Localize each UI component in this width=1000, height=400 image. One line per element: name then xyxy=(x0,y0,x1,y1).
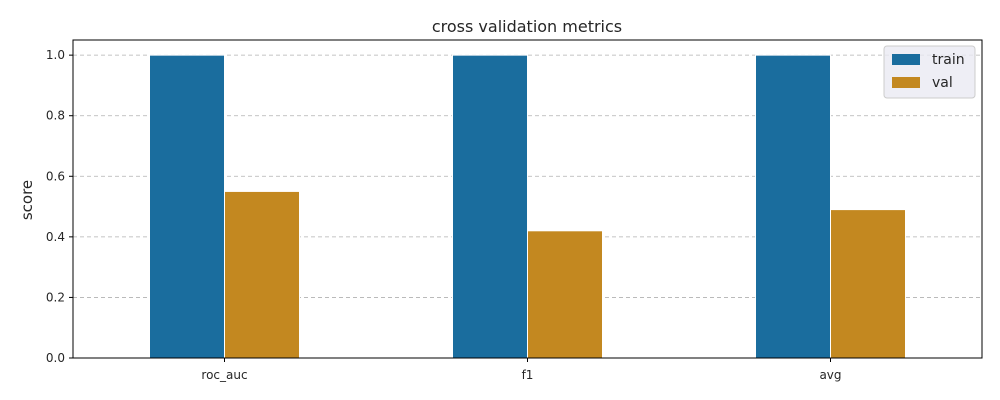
y-tick-label: 0.8 xyxy=(46,109,65,123)
bar-val-roc_auc xyxy=(224,190,300,359)
x-tick-label: f1 xyxy=(522,368,534,382)
y-tick-label: 0.4 xyxy=(46,230,65,244)
x-tick-label: avg xyxy=(819,368,841,382)
x-tick-label: roc_auc xyxy=(201,368,247,382)
y-axis-ticks: 0.0 0.2 0.4 0.6 0.8 1.0 xyxy=(46,48,73,365)
y-axis-label: score xyxy=(18,180,36,220)
y-tick-label: 0.2 xyxy=(46,290,65,304)
chart-title: cross validation metrics xyxy=(432,17,622,36)
legend-swatch-train xyxy=(892,54,920,65)
legend-label-train: train xyxy=(932,52,965,68)
legend-label-val: val xyxy=(932,75,953,91)
legend: train val xyxy=(883,45,976,99)
x-axis-ticks: roc_auc f1 avg xyxy=(201,358,842,382)
y-tick-label: 0.6 xyxy=(46,169,65,183)
y-tick-label: 0.0 xyxy=(46,351,65,365)
bar-train-f1 xyxy=(452,54,528,359)
bar-val-avg xyxy=(830,209,906,359)
bar-val-f1 xyxy=(527,230,603,359)
y-tick-label: 1.0 xyxy=(46,48,65,62)
bars xyxy=(149,54,906,359)
bar-train-roc_auc xyxy=(149,54,225,359)
bar-train-avg xyxy=(755,54,831,359)
legend-swatch-val xyxy=(892,77,920,88)
